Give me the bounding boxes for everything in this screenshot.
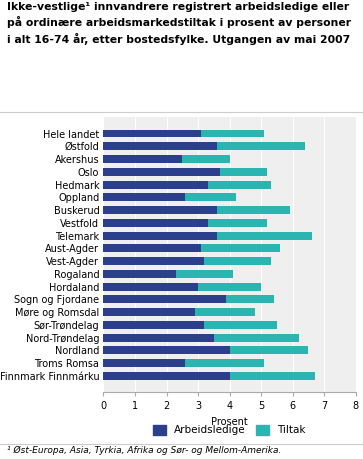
Bar [214, 334, 299, 341]
Bar [230, 347, 309, 354]
Bar [103, 129, 201, 138]
Bar [103, 244, 201, 252]
Legend: Arbeidsledige, Tiltak: Arbeidsledige, Tiltak [154, 425, 306, 436]
Bar [103, 359, 185, 367]
Bar [176, 270, 233, 278]
Bar [103, 270, 176, 278]
Bar [103, 347, 230, 354]
Bar [103, 372, 230, 380]
Bar [103, 334, 214, 341]
Text: Ikke-vestlige¹ innvandrere registrert arbeidsledige eller
på ordinære arbeidsmar: Ikke-vestlige¹ innvandrere registrert ar… [7, 2, 351, 45]
Bar [103, 257, 204, 265]
Bar [103, 193, 185, 202]
Bar [198, 283, 261, 291]
Bar [103, 308, 195, 316]
Bar [103, 296, 227, 303]
Bar [195, 308, 255, 316]
Bar [185, 193, 236, 202]
Bar [208, 219, 268, 227]
Bar [204, 321, 277, 329]
Bar [103, 180, 208, 189]
Bar [103, 219, 208, 227]
Bar [217, 206, 290, 214]
Bar [103, 321, 204, 329]
Bar [103, 206, 217, 214]
Bar [185, 359, 264, 367]
Bar [182, 155, 230, 163]
Bar [103, 155, 182, 163]
Bar [217, 232, 311, 240]
Bar [204, 257, 270, 265]
Bar [103, 168, 220, 176]
Bar [103, 232, 217, 240]
Bar [227, 296, 274, 303]
Bar [103, 283, 198, 291]
Bar [220, 168, 268, 176]
Bar [230, 372, 315, 380]
Bar [217, 142, 305, 150]
X-axis label: Prosent: Prosent [211, 417, 248, 427]
Bar [201, 129, 264, 138]
Text: ¹ Øst-Europa, Asia, Tyrkia, Afrika og Sør- og Mellom-Amerika.: ¹ Øst-Europa, Asia, Tyrkia, Afrika og Sø… [7, 446, 282, 455]
Bar [208, 180, 270, 189]
Bar [201, 244, 280, 252]
Bar [103, 142, 217, 150]
